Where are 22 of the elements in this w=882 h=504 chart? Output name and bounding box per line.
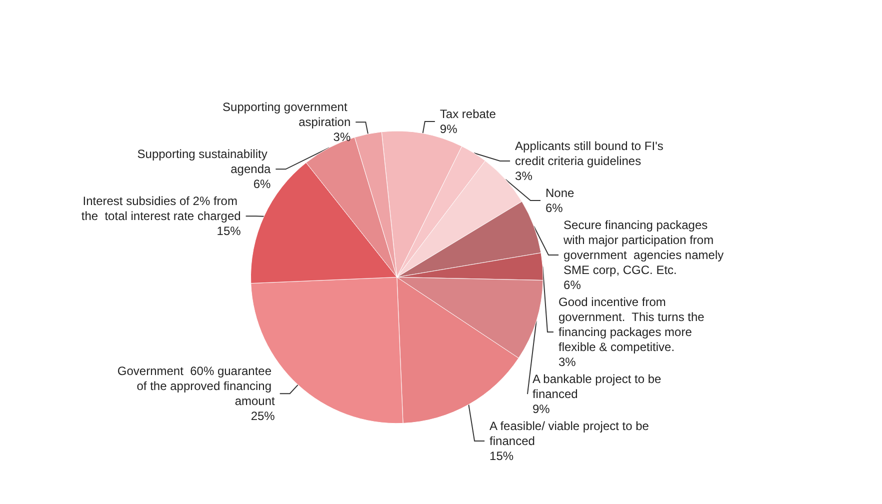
slice-label: A bankable project to be financed (532, 372, 665, 402)
data-label: 6% (253, 177, 272, 192)
slice-label: Interest subsidies of 2% from the total interest rate charged (81, 194, 241, 224)
slice-label: Good incentive from government. This turns the financing packages more flexible & competitive. (558, 295, 708, 354)
data-label: 3% (333, 130, 351, 144)
data-label: 15% (216, 224, 242, 238)
slice-label: Supporting government aspiration (222, 100, 351, 130)
slice-label: Government 60% guarantee of the approved financing amount (117, 364, 276, 408)
data-label: 9% (440, 122, 458, 136)
data-label: 6% (546, 201, 564, 216)
slice-label: Tax rebate (440, 107, 496, 122)
slice-label: None (546, 186, 575, 200)
data-label: 25% (250, 409, 276, 424)
slice-label: Supporting sustainability agenda (137, 147, 272, 176)
data-label: 3% (515, 169, 533, 184)
data-label: 15% (490, 449, 514, 464)
data-label: 9% (532, 402, 550, 416)
slice-label: Secure financing packages with major participation from government agencies namely SME corp, CGC. Etc. (562, 218, 727, 278)
slice-label: Applicants still bound to FI's credit criteria guidelines (515, 139, 667, 168)
data-label: 6% (564, 278, 582, 292)
data-label: 3% (558, 355, 576, 370)
slice-label: A feasible/ viable project to be financed (490, 419, 652, 448)
